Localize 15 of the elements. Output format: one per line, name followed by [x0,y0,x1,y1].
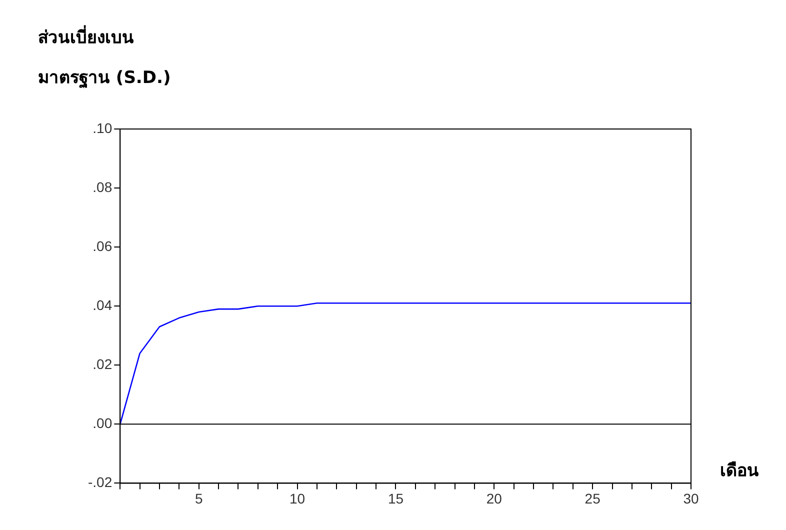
y-tick-label: -.02 [88,474,112,490]
x-tick-label: 20 [486,490,502,506]
y-tick-label: .10 [92,120,112,136]
y-tick-label: .02 [92,356,112,372]
x-tick-label: 25 [584,490,601,506]
x-tick-label: 5 [194,490,203,506]
x-tick-label: 15 [388,490,404,506]
y-axis-title: ส่วนเบี่ยงเบน มาตรฐาน (S.D.) [38,24,171,90]
x-tick-label: 10 [290,490,306,506]
y-tick-label: .00 [92,415,112,432]
x-axis-title: เดือน [720,460,759,483]
y-tick-label: .08 [92,178,112,195]
y-tick-label: .04 [92,296,112,313]
y-tick-label: .06 [92,238,112,254]
x-tick-label: 30 [683,490,699,506]
